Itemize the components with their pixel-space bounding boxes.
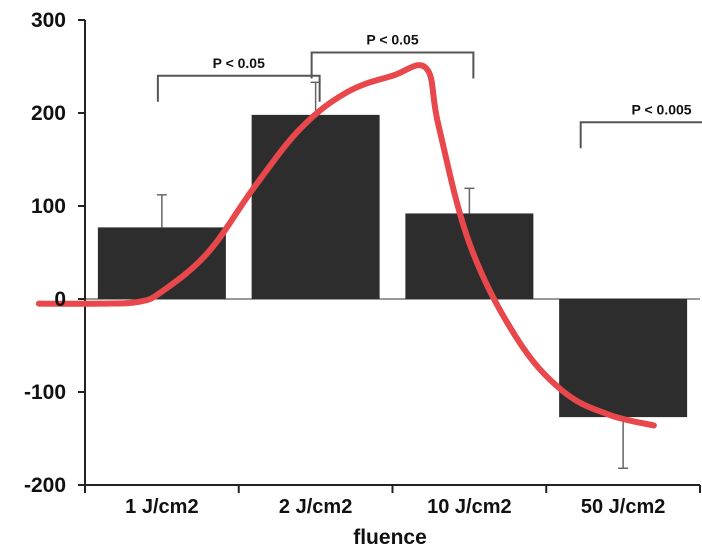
bar: [559, 299, 688, 418]
error-bar-layer: [156, 81, 629, 470]
p-value-label: P < 0.05: [213, 55, 266, 71]
x-axis-label: fluence: [353, 526, 427, 547]
y-tick-label: 100: [31, 195, 66, 218]
y-tick-label: 200: [31, 102, 66, 125]
y-tick-label: -100: [24, 381, 66, 404]
x-category-label: 50 J/cm2: [581, 496, 666, 518]
y-tick-label: -200: [24, 474, 66, 497]
x-category-label: 2 J/cm2: [279, 496, 352, 518]
bar: [97, 227, 226, 299]
significance-bracket: [310, 51, 475, 79]
y-tick-label: 0: [54, 288, 66, 311]
x-category-label: 1 J/cm2: [125, 496, 198, 518]
bar: [251, 114, 380, 299]
bar: [405, 213, 534, 299]
significance-bracket: [156, 74, 321, 102]
p-value-label: P < 0.05: [366, 32, 419, 48]
trend-curve: [35, 62, 657, 429]
p-value-label: P < 0.005: [632, 101, 692, 117]
trend-curve-layer: [35, 62, 657, 429]
bar-layer: [97, 114, 688, 418]
label-layer: 300 200 100 0 -100 -200 1 J/cm2 2 J/cm2 10 J/cm2…: [24, 9, 665, 518]
x-category-label: 10 J/cm2: [427, 496, 512, 518]
y-tick-label: 300: [31, 9, 66, 32]
significance-annotation-layer: P < 0.05 P < 0.05 P < 0.005: [156, 32, 702, 149]
significance-bracket: [579, 121, 702, 149]
